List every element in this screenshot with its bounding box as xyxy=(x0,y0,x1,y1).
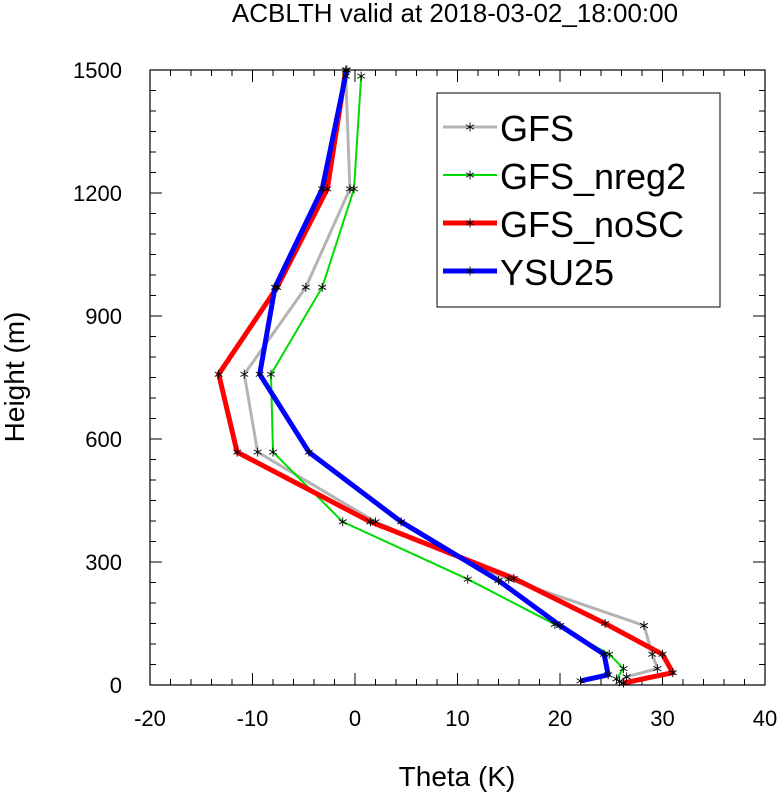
data-point xyxy=(619,664,628,674)
x-tick-label: -10 xyxy=(237,706,269,731)
x-tick-label: 30 xyxy=(650,706,674,731)
data-point xyxy=(668,668,677,678)
legend-marker xyxy=(465,266,475,276)
y-axis-label: Height (m) xyxy=(0,312,30,443)
data-point xyxy=(268,447,278,457)
data-point xyxy=(349,184,359,194)
x-tick-label: -20 xyxy=(134,706,166,731)
data-point xyxy=(509,573,518,583)
data-point xyxy=(494,575,503,585)
legend-entry: GFS_noSC xyxy=(443,204,684,245)
data-point xyxy=(318,184,327,194)
x-tick-label: 10 xyxy=(445,706,469,731)
data-point xyxy=(304,447,313,457)
data-point xyxy=(639,621,649,631)
y-tick-label: 900 xyxy=(85,304,122,329)
y-tick-label: 300 xyxy=(85,550,122,575)
data-point xyxy=(301,282,310,292)
data-point xyxy=(550,619,559,629)
legend-marker xyxy=(465,122,475,132)
data-point xyxy=(214,369,223,379)
data-point xyxy=(599,649,609,659)
x-tick-label: 20 xyxy=(548,706,572,731)
data-point xyxy=(653,664,662,674)
plot-frame xyxy=(149,69,766,686)
data-point xyxy=(266,369,276,379)
data-point xyxy=(366,517,375,527)
y-tick-label: 600 xyxy=(85,427,122,452)
legend: GFS GFS_nreg2 GFS_noSC YSU25 xyxy=(436,92,721,308)
data-point xyxy=(504,574,513,584)
data-point xyxy=(463,574,472,584)
x-tick-labels: -20 -10 0 10 20 30 40 xyxy=(134,706,777,731)
data-point xyxy=(345,184,354,194)
data-point xyxy=(233,447,242,457)
data-point xyxy=(318,282,327,292)
legend-entry: GFS xyxy=(443,108,574,149)
legend-label: GFS_nreg2 xyxy=(500,156,686,197)
data-point xyxy=(272,282,282,292)
data-point xyxy=(240,369,249,379)
legend-marker xyxy=(465,218,475,228)
data-point xyxy=(600,619,610,628)
data-point xyxy=(357,71,366,81)
chart-title: ACBLTH valid at 2018-03-02_18:00:00 xyxy=(232,0,678,28)
x-tick-label: 0 xyxy=(349,706,361,731)
y-tick-label: 1500 xyxy=(73,58,122,83)
legend-label: GFS xyxy=(500,108,574,149)
series-layer xyxy=(214,65,677,688)
data-point xyxy=(255,369,264,379)
data-point xyxy=(622,672,631,682)
data-point xyxy=(270,282,280,292)
x-tick-label: 40 xyxy=(753,706,777,731)
data-point xyxy=(576,676,585,686)
legend-marker xyxy=(465,170,475,180)
legend-entry: YSU25 xyxy=(443,252,614,293)
legend-label: GFS_noSC xyxy=(500,204,684,245)
data-point xyxy=(604,670,613,680)
y-tick-label: 0 xyxy=(110,673,122,698)
data-point xyxy=(338,517,347,527)
y-tick-labels: 0 300 600 900 1200 1500 xyxy=(73,58,122,698)
data-point xyxy=(555,621,565,631)
data-point xyxy=(658,649,667,659)
data-point xyxy=(397,517,406,527)
data-point xyxy=(612,674,621,684)
data-point xyxy=(253,447,262,457)
x-axis-label: Theta (K) xyxy=(399,761,516,792)
y-tick-label: 1200 xyxy=(73,181,122,206)
data-point xyxy=(648,649,657,659)
legend-entry: GFS_nreg2 xyxy=(443,156,686,197)
legend-label: YSU25 xyxy=(500,252,614,293)
